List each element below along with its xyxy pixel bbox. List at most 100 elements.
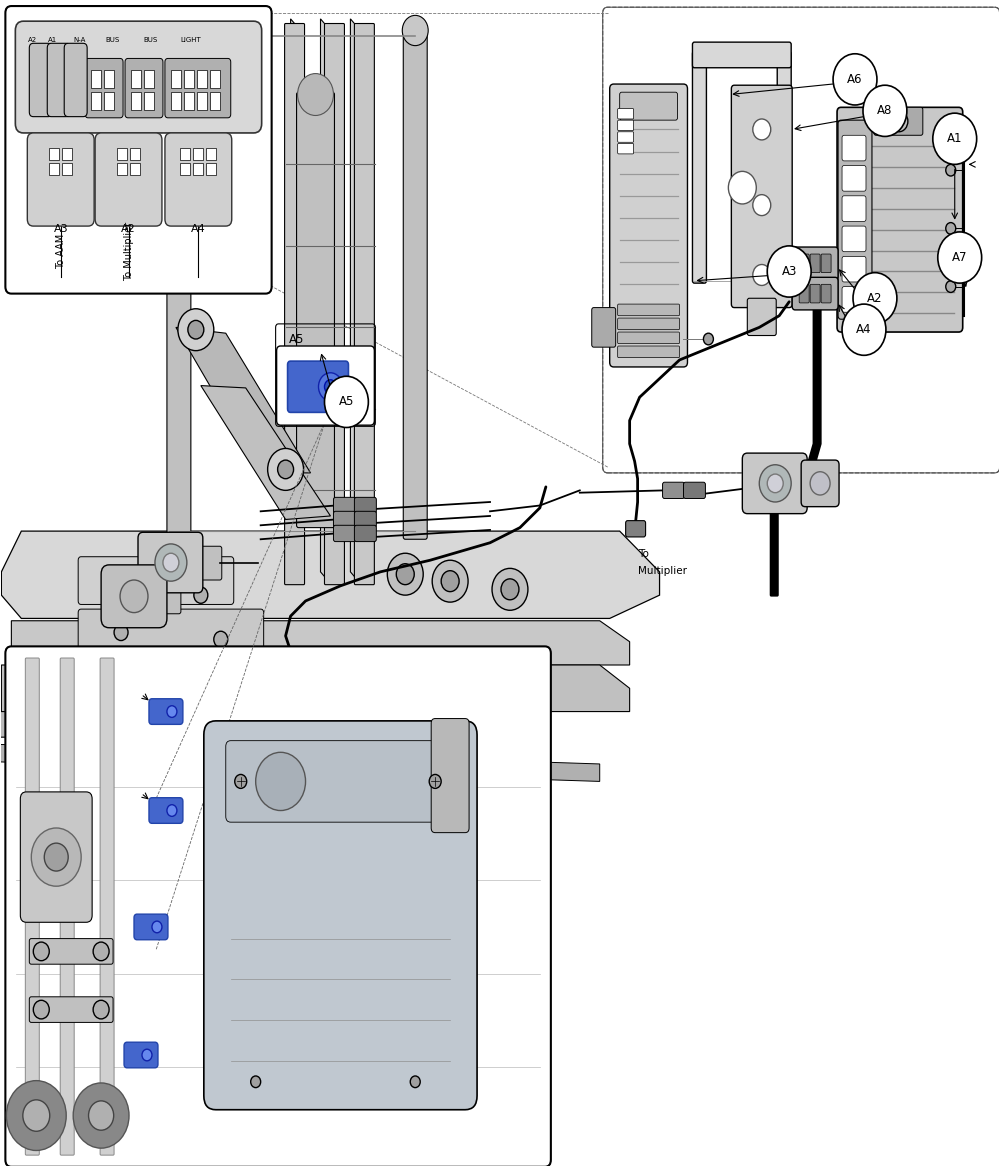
FancyBboxPatch shape <box>842 135 866 161</box>
Polygon shape <box>1 531 660 619</box>
Circle shape <box>44 843 68 871</box>
FancyBboxPatch shape <box>431 719 469 832</box>
FancyBboxPatch shape <box>124 1042 158 1068</box>
Bar <box>193 148 203 160</box>
FancyBboxPatch shape <box>5 6 272 294</box>
FancyBboxPatch shape <box>618 144 634 154</box>
Bar <box>193 163 203 175</box>
FancyBboxPatch shape <box>354 23 374 585</box>
Bar <box>206 148 216 160</box>
FancyBboxPatch shape <box>85 58 123 118</box>
FancyBboxPatch shape <box>333 497 355 513</box>
FancyBboxPatch shape <box>618 333 680 343</box>
Circle shape <box>256 753 306 811</box>
Text: A2: A2 <box>121 224 136 233</box>
Circle shape <box>946 281 956 293</box>
FancyBboxPatch shape <box>626 520 646 537</box>
Circle shape <box>753 119 771 140</box>
FancyBboxPatch shape <box>799 285 809 303</box>
FancyBboxPatch shape <box>15 21 262 133</box>
Circle shape <box>853 273 897 324</box>
Bar <box>49 148 59 160</box>
Text: A4: A4 <box>856 323 872 336</box>
FancyBboxPatch shape <box>5 647 551 1167</box>
Text: N-A: N-A <box>73 37 86 43</box>
Circle shape <box>73 1083 129 1148</box>
FancyBboxPatch shape <box>692 51 706 284</box>
FancyBboxPatch shape <box>842 166 866 191</box>
Bar <box>180 163 190 175</box>
FancyBboxPatch shape <box>149 699 183 725</box>
Circle shape <box>178 309 214 350</box>
FancyBboxPatch shape <box>64 43 87 117</box>
Bar <box>117 163 127 175</box>
FancyBboxPatch shape <box>157 584 181 614</box>
FancyBboxPatch shape <box>874 107 923 135</box>
Circle shape <box>33 942 49 960</box>
FancyBboxPatch shape <box>842 287 866 313</box>
Text: A1: A1 <box>48 37 58 43</box>
FancyBboxPatch shape <box>288 361 348 412</box>
Circle shape <box>946 165 956 176</box>
Circle shape <box>842 305 886 355</box>
FancyBboxPatch shape <box>285 23 305 585</box>
Circle shape <box>938 232 982 284</box>
Text: To AAM: To AAM <box>56 235 66 270</box>
FancyBboxPatch shape <box>842 196 866 222</box>
Text: A1: A1 <box>947 132 962 145</box>
FancyBboxPatch shape <box>165 58 231 118</box>
Bar <box>206 163 216 175</box>
Bar <box>130 148 140 160</box>
Circle shape <box>810 471 830 495</box>
FancyBboxPatch shape <box>101 565 167 628</box>
Bar <box>184 70 194 88</box>
Circle shape <box>93 1000 109 1019</box>
FancyBboxPatch shape <box>29 43 52 117</box>
Bar <box>184 92 194 110</box>
Circle shape <box>163 553 179 572</box>
FancyBboxPatch shape <box>692 42 791 68</box>
Bar <box>62 163 72 175</box>
Circle shape <box>155 544 187 581</box>
FancyBboxPatch shape <box>592 308 616 347</box>
FancyBboxPatch shape <box>134 914 168 939</box>
Circle shape <box>214 631 228 648</box>
FancyBboxPatch shape <box>821 254 831 273</box>
Circle shape <box>23 1099 50 1131</box>
Circle shape <box>188 321 204 338</box>
FancyBboxPatch shape <box>149 798 183 824</box>
Circle shape <box>152 921 162 932</box>
Circle shape <box>235 775 247 789</box>
Polygon shape <box>11 621 630 665</box>
Text: A2: A2 <box>28 37 37 43</box>
Bar <box>144 92 154 110</box>
Bar <box>171 70 181 88</box>
FancyBboxPatch shape <box>810 285 820 303</box>
Polygon shape <box>1 665 630 712</box>
FancyBboxPatch shape <box>25 658 39 1155</box>
Text: A2: A2 <box>867 292 883 305</box>
Circle shape <box>298 74 333 116</box>
Circle shape <box>114 624 128 641</box>
FancyBboxPatch shape <box>810 254 820 273</box>
Text: A5: A5 <box>339 396 354 408</box>
FancyBboxPatch shape <box>838 120 872 320</box>
Polygon shape <box>0 712 520 759</box>
Circle shape <box>863 85 907 137</box>
Bar <box>210 92 220 110</box>
FancyBboxPatch shape <box>100 658 114 1155</box>
Circle shape <box>120 580 148 613</box>
Bar <box>130 163 140 175</box>
Circle shape <box>167 805 177 817</box>
FancyBboxPatch shape <box>29 997 113 1022</box>
Circle shape <box>387 553 423 595</box>
FancyBboxPatch shape <box>333 525 355 541</box>
Bar <box>131 92 141 110</box>
FancyBboxPatch shape <box>618 132 634 142</box>
Circle shape <box>492 568 528 610</box>
Circle shape <box>319 372 342 400</box>
Circle shape <box>946 114 956 126</box>
Text: A7: A7 <box>952 251 967 264</box>
Polygon shape <box>291 19 301 584</box>
FancyBboxPatch shape <box>821 285 831 303</box>
